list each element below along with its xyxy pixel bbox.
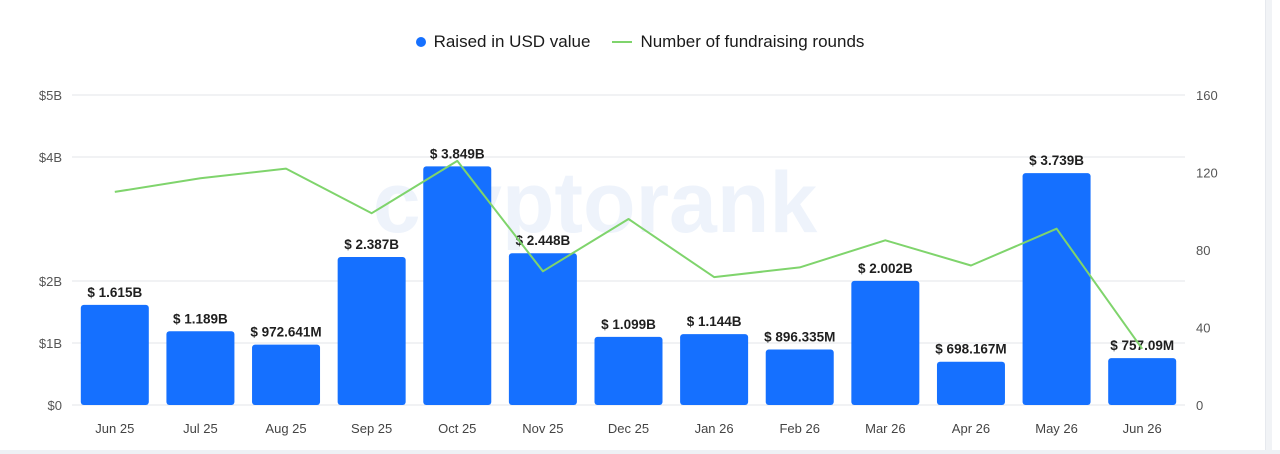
bar	[423, 166, 492, 405]
x-tick-label: Jun 26	[1123, 421, 1162, 436]
legend-bar-label: Raised in USD value	[433, 32, 591, 51]
bar	[765, 349, 834, 405]
bottom-edge	[0, 450, 1280, 454]
x-tick-label: Mar 26	[865, 421, 905, 436]
x-tick-label: Jul 25	[183, 421, 218, 436]
bar	[680, 334, 749, 405]
y-right-tick-label: 120	[1196, 166, 1218, 181]
bar-data-label: $ 2.448B	[515, 233, 570, 248]
bar-data-label: $ 3.739B	[1029, 153, 1084, 168]
y-right-tick-label: 40	[1196, 321, 1210, 336]
legend-line-marker	[612, 41, 633, 43]
y-left-tick-label: $4B	[39, 150, 62, 165]
bar-data-label: $ 698.167M	[935, 342, 1006, 357]
bar-data-label: $ 757.09M	[1110, 338, 1174, 353]
y-right-tick-label: 80	[1196, 243, 1210, 258]
x-tick-label: Jun 25	[95, 421, 134, 436]
legend-item-usd[interactable]: Raised in USD value	[415, 32, 591, 52]
bar	[851, 280, 920, 405]
bar-data-label: $ 1.099B	[601, 317, 656, 332]
bar	[594, 336, 663, 405]
x-tick-label: Aug 25	[265, 421, 306, 436]
bar-data-label: $ 896.335M	[764, 329, 835, 344]
y-right-tick-label: 160	[1196, 88, 1218, 103]
y-left-tick-label: $2B	[39, 274, 62, 289]
x-tick-label: Sep 25	[351, 421, 392, 436]
bar	[936, 361, 1005, 405]
bar	[508, 253, 577, 405]
bar-data-label: $ 2.002B	[858, 261, 913, 276]
chart-legend: Raised in USD value Number of fundraisin…	[0, 30, 1280, 54]
x-tick-label: Apr 26	[952, 421, 990, 436]
x-tick-label: Feb 26	[779, 421, 819, 436]
bar	[1022, 173, 1091, 405]
bar-data-label: $ 1.615B	[87, 285, 142, 300]
x-tick-label: Dec 25	[608, 421, 649, 436]
bar	[166, 331, 235, 405]
bar	[337, 257, 406, 405]
y-left-tick-label: $1B	[39, 336, 62, 351]
bar	[1108, 358, 1177, 405]
bar-data-label: $ 972.641M	[250, 325, 321, 340]
bar-data-label: $ 1.189B	[173, 311, 228, 326]
scrollbar-track[interactable]	[1265, 0, 1272, 454]
legend-bar-marker	[415, 37, 426, 47]
bar	[80, 304, 149, 405]
x-tick-label: May 26	[1035, 421, 1078, 436]
y-left-tick-label: $5B	[39, 88, 62, 103]
bar-data-label: $ 1.144B	[687, 314, 742, 329]
y-right-tick-label: 0	[1196, 398, 1203, 413]
bar-data-label: $ 3.849B	[430, 146, 485, 161]
x-tick-label: Jan 26	[695, 421, 734, 436]
rounds-line	[114, 159, 1144, 350]
x-tick-label: Nov 25	[522, 421, 563, 436]
legend-item-rounds[interactable]: Number of fundraising rounds	[612, 32, 864, 52]
bar	[252, 344, 321, 405]
x-tick-label: Oct 25	[438, 421, 476, 436]
y-left-tick-label: $0	[48, 398, 62, 413]
legend-line-label: Number of fundraising rounds	[640, 32, 865, 51]
bar-data-label: $ 2.387B	[344, 237, 399, 252]
